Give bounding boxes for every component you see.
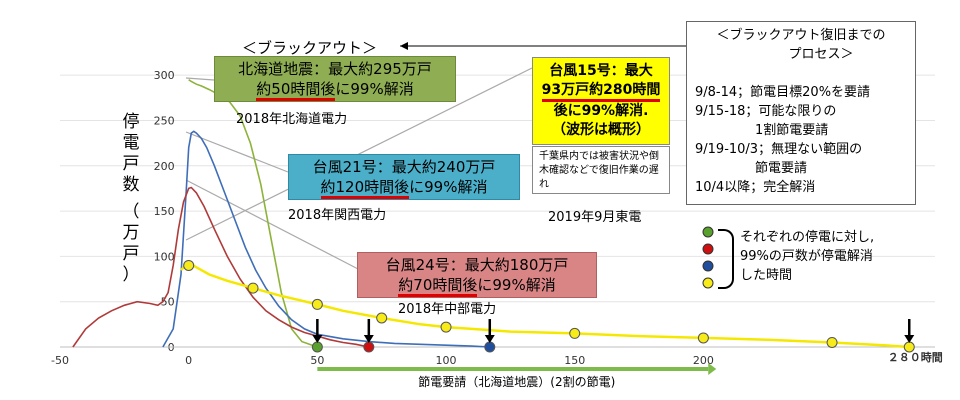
data-marker (311, 341, 323, 353)
y-axis-char: 戸 (122, 244, 140, 264)
hokkaido-line2b: に99%解消 (335, 80, 414, 98)
tepco-hours: 93万戸約280時間 (541, 81, 661, 102)
y-axis-char: 万 (122, 223, 140, 243)
process-title2: プロセス＞ (788, 47, 854, 62)
chubu-caption: 2018年中部電力 (398, 302, 497, 317)
y-tick-label: 100 (154, 250, 175, 263)
data-marker (697, 332, 709, 344)
x-tick-label: -50 (51, 354, 69, 367)
kansai-caption: 2018年関西電力 (288, 208, 387, 223)
down-arrow-head (904, 335, 915, 343)
chubu-line1: 台風24号：最大約180万戸 (385, 256, 569, 274)
blackout-label: ＜ブラックアウト＞ (242, 39, 378, 57)
process-item: 9/19-10/3；無理ない範囲の (695, 142, 863, 157)
chubu-hours: 約70時間後 (398, 276, 478, 297)
x-tick-label: 0 (185, 354, 192, 367)
hokkaido-caption: 2018年北海道電力 (236, 112, 348, 127)
chubu-line2b: に99%解消 (477, 276, 556, 294)
data-marker (903, 341, 915, 353)
series-line (162, 130, 490, 348)
process-item: 10/4以降；完全解消 (695, 180, 816, 195)
data-marker (247, 282, 259, 294)
chubu-callout: 台風24号：最大約180万戸 約70時間後に99%解消 (357, 252, 597, 298)
process-box: ＜ブラックアウト復旧までの プロセス＞ 9/8-14；節電目標20%を要請 9/… (686, 21, 916, 205)
tepco-callout: 台風15号：最大 93万戸約280時間 後に99%解消. （波形は概形） (532, 57, 670, 145)
hours-280-label: ２８０時間 (888, 350, 943, 364)
data-marker (484, 341, 496, 353)
data-marker (376, 312, 388, 324)
series-line (188, 79, 318, 348)
bottom-bar-arrowhead (708, 363, 717, 375)
process-item: 1割節電要請 (755, 123, 829, 138)
hokkaido-line1: 北海道地震：最大約295万戸 (238, 60, 432, 78)
legend-dot-yellow (702, 277, 714, 289)
data-marker (569, 327, 581, 339)
process-item: 9/15-18；可能な限りの (695, 104, 837, 119)
bottom-bar-label: 節電要請（北海道地震）(2割の節電) (418, 374, 615, 389)
hokkaido-callout: 北海道地震：最大約295万戸 約50時間後に99%解消 (214, 56, 456, 102)
tepco-note: 千葉県内では被害状況や倒木確認などで復旧作業の遅れ (532, 146, 670, 194)
down-arrow-head (484, 335, 495, 343)
bottom-bar (317, 367, 709, 371)
data-marker (183, 259, 195, 271)
markers-group (183, 259, 915, 353)
tepco-line4: （波形は概形） (552, 122, 650, 138)
process-item: 9/8-14；節電目標20%を要請 (695, 85, 871, 100)
kansai-callout: 台風21号：最大約240万戸 約120時間後に99%解消 (288, 154, 520, 200)
series-line (180, 261, 910, 349)
kansai-hours: 約120時間後 (320, 178, 410, 199)
bottom-bar-group: 節電要請（北海道地震）(2割の節電) (317, 363, 717, 389)
y-axis-char: ） (122, 265, 140, 285)
kansai-line1: 台風21号：最大約240万戸 (312, 158, 496, 176)
legend-line1: それぞれの停電に対し, (740, 230, 875, 245)
x-tick-label: 100 (436, 354, 457, 367)
legend-brace (718, 229, 734, 289)
x-tick-label: 50 (310, 354, 324, 367)
legend-line2: 99%の戸数が停電解消 (740, 249, 873, 264)
kansai-line2b: に99%解消 (409, 178, 488, 196)
y-axis-char: 電 (122, 133, 140, 153)
data-marker (311, 298, 323, 310)
callout-guide-line (185, 179, 361, 271)
tepco-caption: 2019年9月東電 (548, 210, 642, 225)
blackout-arrow-head (400, 42, 408, 50)
process-item: 節電要請 (755, 161, 808, 176)
legend-dot-red (702, 243, 714, 255)
legend-dot-blue (702, 260, 714, 272)
y-axis-char: 停 (122, 112, 140, 132)
tepco-line1: 台風15号：最大 (549, 63, 653, 79)
callout-guide-line (185, 77, 215, 81)
series-line (72, 186, 369, 348)
legend-note: それぞれの停電に対し, 99%の戸数が停電解消 した時間 (700, 224, 920, 292)
legend-line3: した時間 (740, 268, 793, 283)
y-axis-char: （ (122, 202, 140, 222)
process-title1: ＜ブラックアウト復旧までの (716, 28, 886, 43)
data-marker (440, 321, 452, 333)
y-axis-char: 数 (122, 175, 140, 195)
y-tick-label: 200 (154, 160, 175, 173)
series-group (72, 79, 910, 349)
y-axis-char: 戸 (122, 154, 140, 174)
y-tick-label: 150 (154, 205, 175, 218)
data-marker (826, 336, 838, 348)
y-tick-label: 300 (154, 69, 175, 82)
legend-dot-green (702, 226, 714, 238)
down-arrow-head (312, 335, 323, 343)
y-tick-label: 250 (154, 114, 175, 127)
data-marker (363, 341, 375, 353)
down-arrow-head (363, 335, 374, 343)
legend-text: それぞれの停電に対し, 99%の戸数が停電解消 した時間 (740, 228, 874, 285)
y-axis-label: 停 電 戸 数 （ 万 戸 ） (120, 112, 142, 286)
x-tick-label: 150 (564, 354, 585, 367)
legend-dots (702, 226, 714, 289)
callout-guide-line (185, 131, 289, 173)
hokkaido-hours: 約50時間後 (256, 80, 336, 101)
tepco-line3: 後に99%解消. (553, 103, 649, 119)
arrows-group (312, 319, 915, 343)
